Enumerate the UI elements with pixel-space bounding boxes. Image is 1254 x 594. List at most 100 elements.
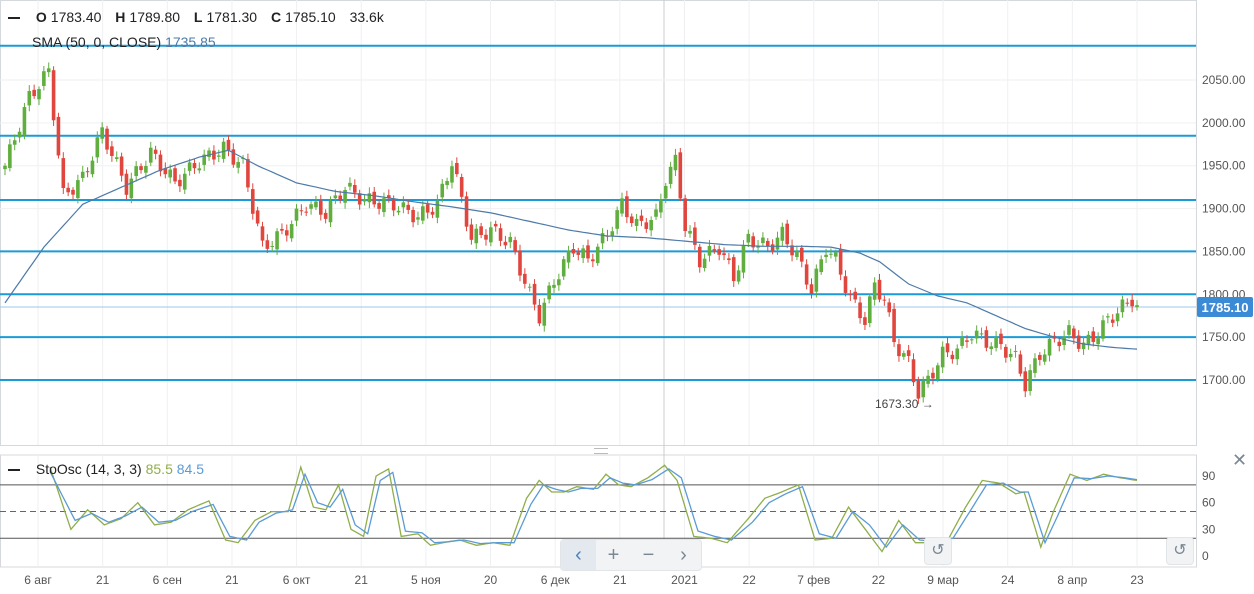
candle-body xyxy=(557,279,561,286)
zoom-out-button[interactable]: − xyxy=(642,544,655,566)
candle-body xyxy=(212,150,216,160)
candle-body xyxy=(542,302,547,326)
x-tick-label: 24 xyxy=(1001,573,1015,587)
candle-body xyxy=(85,171,90,173)
candle-body xyxy=(751,236,755,248)
candle-body xyxy=(187,162,192,171)
candle-body xyxy=(1028,370,1032,392)
candle-body xyxy=(318,200,323,215)
candle-body xyxy=(421,206,425,221)
candle-body xyxy=(1062,336,1066,346)
undo-button[interactable]: ↺ xyxy=(924,537,952,565)
x-tick-label: 5 ноя xyxy=(411,573,441,587)
open-label: O xyxy=(35,9,47,25)
scroll-left-button[interactable]: ‹ xyxy=(561,540,596,570)
candle-body xyxy=(391,198,396,211)
candle-body xyxy=(1120,299,1125,313)
candle-body xyxy=(42,71,46,86)
price-tag-box xyxy=(1197,297,1253,318)
candle-body xyxy=(459,177,464,197)
candle-body xyxy=(1072,328,1076,339)
candle-body xyxy=(688,230,692,234)
candle-body xyxy=(163,168,168,175)
candle-body xyxy=(833,252,838,257)
candle-body xyxy=(8,144,12,168)
candle-body xyxy=(37,89,41,100)
zoom-in-button[interactable]: + xyxy=(607,544,620,566)
candle-body xyxy=(192,162,197,169)
candle-body xyxy=(887,302,892,313)
candle-body xyxy=(348,182,352,187)
candles-group xyxy=(3,62,1139,404)
candle-body xyxy=(702,258,707,268)
candle-body xyxy=(1130,299,1134,307)
candle-body xyxy=(1023,371,1028,392)
candle-body xyxy=(979,333,984,335)
candle-body xyxy=(644,222,649,229)
candle-body xyxy=(970,339,974,341)
candle-body xyxy=(202,154,206,165)
candle-body xyxy=(600,233,605,244)
candle-body xyxy=(372,191,377,205)
candle-body xyxy=(595,246,600,264)
candle-body xyxy=(1033,358,1037,373)
candle-body xyxy=(377,203,381,209)
reset-scale-button[interactable]: ↺ xyxy=(1166,537,1194,565)
candle-body xyxy=(877,279,882,300)
candle-body xyxy=(678,152,683,199)
close-label: C xyxy=(270,9,282,25)
candle-body xyxy=(216,155,221,157)
candle-body xyxy=(916,380,921,399)
candle-body xyxy=(683,198,687,232)
x-tick-label: 2021 xyxy=(671,573,698,587)
x-tick-label: 21 xyxy=(613,573,627,587)
candle-body xyxy=(663,185,668,199)
candle-body xyxy=(1057,341,1062,347)
candle-body xyxy=(785,223,789,245)
x-tick-label: 22 xyxy=(742,573,756,587)
candle-body xyxy=(153,149,158,154)
candle-body xyxy=(926,375,930,384)
scroll-right-button[interactable]: › xyxy=(680,544,687,566)
low-label: L xyxy=(193,9,203,25)
candle-body xyxy=(532,283,537,305)
stoch-y-tick-label: 90 xyxy=(1202,469,1216,483)
candle-body xyxy=(66,187,70,193)
candle-body xyxy=(440,183,445,198)
x-tick-label: 20 xyxy=(484,573,498,587)
candle-body xyxy=(727,258,731,261)
pane-resize-handle[interactable] xyxy=(594,448,608,454)
candle-body xyxy=(639,215,644,221)
candle-body xyxy=(260,226,265,241)
candle-body xyxy=(280,228,284,231)
y-tick-label: 1700.00 xyxy=(1202,373,1246,387)
candle-body xyxy=(654,209,658,217)
stoch-k-value: 85.5 xyxy=(145,461,173,477)
candle-body xyxy=(474,228,479,244)
close-icon[interactable]: ✕ xyxy=(1232,450,1248,470)
candle-body xyxy=(503,241,508,246)
candle-body xyxy=(1091,331,1096,342)
candle-body xyxy=(1081,342,1086,350)
candle-body xyxy=(940,346,945,368)
candle-body xyxy=(435,200,440,218)
candle-body xyxy=(51,70,56,121)
collapse-icon[interactable] xyxy=(8,17,20,20)
candle-body xyxy=(765,240,770,247)
candle-body xyxy=(343,190,347,203)
y-tick-label: 1900.00 xyxy=(1202,202,1246,216)
collapse-icon[interactable] xyxy=(8,469,20,472)
candle-body xyxy=(250,189,255,214)
candle-body xyxy=(182,173,187,190)
candle-body xyxy=(498,228,503,241)
candle-body xyxy=(717,249,721,255)
candle-body xyxy=(148,147,153,163)
candle-body xyxy=(620,198,624,214)
candle-body xyxy=(425,204,430,213)
sma-legend: SMA (50, 0, CLOSE) 1735.85 xyxy=(32,33,216,51)
candle-body xyxy=(882,299,887,301)
candle-body xyxy=(625,196,629,218)
candle-body xyxy=(1096,338,1100,345)
candle-body xyxy=(100,127,104,139)
